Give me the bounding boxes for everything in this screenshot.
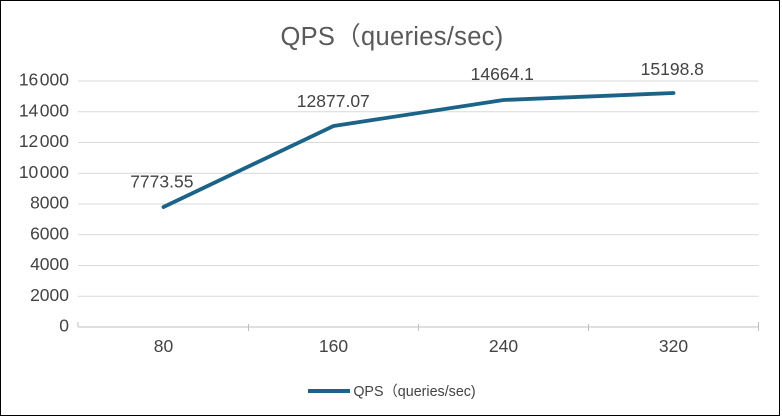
svg-text:15198.8: 15198.8 bbox=[641, 59, 704, 79]
svg-text:8000: 8000 bbox=[30, 193, 69, 213]
svg-text:6000: 6000 bbox=[30, 223, 69, 243]
svg-text:2000: 2000 bbox=[30, 285, 69, 305]
svg-text:12000: 12000 bbox=[19, 131, 69, 151]
svg-text:16000: 16000 bbox=[19, 70, 69, 90]
svg-text:240: 240 bbox=[489, 336, 518, 356]
svg-text:10000: 10000 bbox=[19, 162, 69, 182]
svg-text:4000: 4000 bbox=[30, 254, 69, 274]
svg-text:14664.1: 14664.1 bbox=[471, 64, 534, 84]
svg-text:80: 80 bbox=[154, 336, 174, 356]
svg-text:12877.07: 12877.07 bbox=[297, 91, 370, 111]
svg-text:320: 320 bbox=[659, 336, 688, 356]
svg-text:7773.55: 7773.55 bbox=[130, 171, 193, 191]
svg-text:160: 160 bbox=[319, 336, 348, 356]
svg-text:14000: 14000 bbox=[19, 100, 69, 120]
svg-text:0: 0 bbox=[59, 316, 69, 336]
